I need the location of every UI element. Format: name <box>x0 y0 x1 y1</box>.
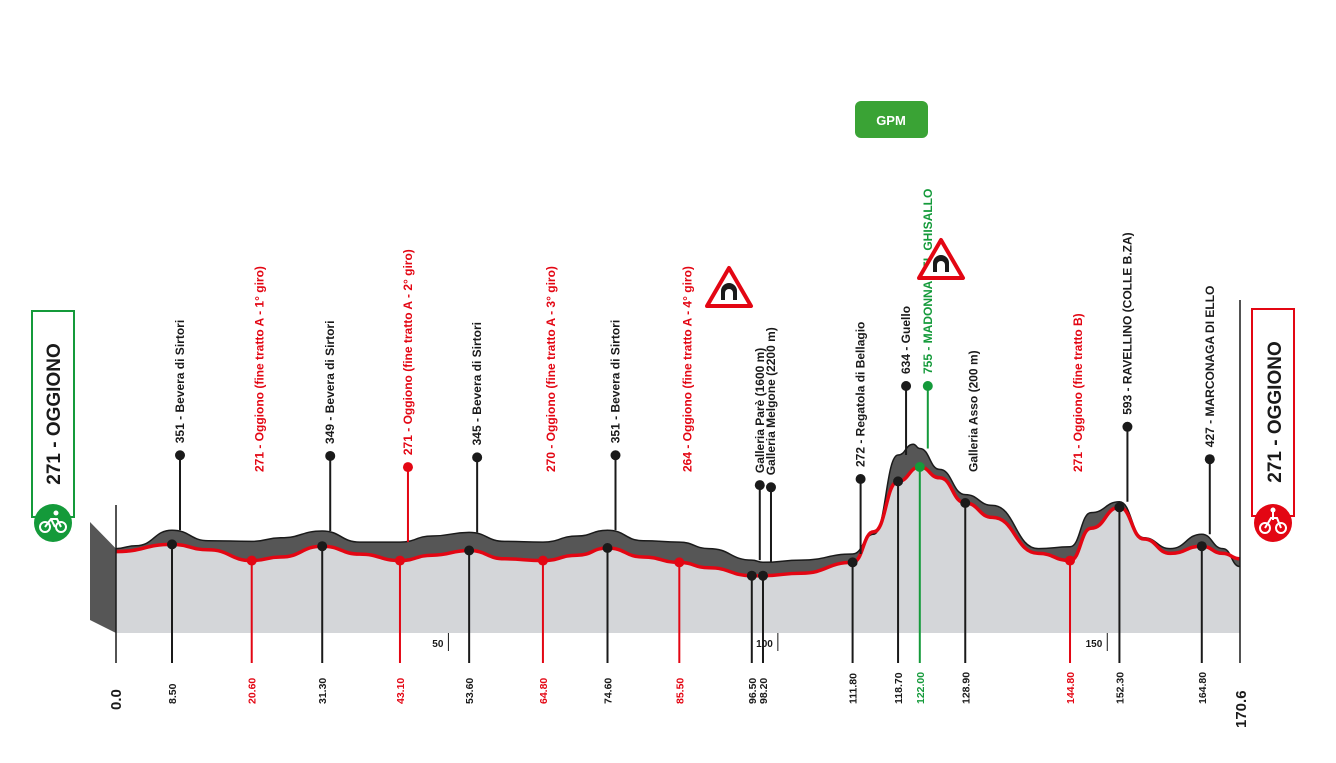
waypoint-km: 74.60 <box>603 678 615 704</box>
waypoint-dot <box>1065 555 1076 566</box>
waypoint-km: 144.80 <box>1065 672 1077 704</box>
waypoint-dot <box>746 570 757 581</box>
waypoint-dot <box>847 557 858 568</box>
waypoint-km: 152.30 <box>1114 672 1126 704</box>
waypoint-label: Galleria Melgone (2200 m) <box>764 327 778 475</box>
waypoint-dot <box>1196 541 1207 552</box>
waypoint-label: Galleria Parè (1600 m) <box>753 348 767 473</box>
waypoint: 351 - Bevera di Sirtori 8.50 <box>167 320 187 704</box>
finish-title: 271 - OGGIONO <box>1265 341 1286 482</box>
waypoint-label: 351 - Bevera di Sirtori <box>609 320 623 443</box>
start-box: 271 - OGGIONO <box>31 310 75 542</box>
waypoint: 270 - Oggiono (fine tratto A - 3° giro) 6… <box>537 266 558 704</box>
waypoint-marker-dot <box>765 482 776 493</box>
waypoint-dot <box>317 541 328 552</box>
tunnel-warning-icon <box>917 238 965 280</box>
profile-lower-area <box>116 467 1240 633</box>
waypoint-label: 351 - Bevera di Sirtori <box>173 320 187 443</box>
waypoint-km: 111.80 <box>848 673 860 704</box>
waypoint-label: 271 - Oggiono (fine tratto A - 1° giro) <box>253 266 267 472</box>
waypoint-km: 43.10 <box>395 678 407 704</box>
waypoint-dot <box>394 555 405 566</box>
profile-upper-line <box>115 443 1241 568</box>
waypoint-label: 755 - MADONNA DEL GHISALLO <box>921 189 935 374</box>
waypoint-km: 8.50 <box>167 683 179 704</box>
waypoint-km: 31.30 <box>317 678 329 704</box>
waypoint-label: 272 - Regatola di Bellagio <box>854 322 868 467</box>
waypoint-label: Galleria Asso (200 m) <box>966 350 980 472</box>
axis-tick-label: 50 <box>432 639 444 650</box>
waypoint: 427 - MARCONAGA DI ELLO 164.80 <box>1196 286 1217 704</box>
waypoint: 349 - Bevera di Sirtori 31.30 <box>317 321 337 704</box>
axis-tick-label: 100 <box>756 639 773 650</box>
waypoint-dot <box>914 462 925 472</box>
waypoint-label: 271 - Oggiono (fine tratto A - 2° giro) <box>401 249 415 455</box>
waypoint-marker-dot <box>901 381 912 391</box>
waypoint-label: 593 - RAVELLINO (COLLE B.ZA) <box>1120 232 1134 414</box>
waypoint: Galleria Asso (200 m) 128.90 <box>960 350 980 704</box>
waypoint: 264 - Oggiono (fine tratto A - 4° giro) 8… <box>674 266 694 704</box>
waypoint-marker-dot <box>1122 421 1133 432</box>
waypoint-marker-dot <box>402 462 413 473</box>
waypoint-km: 96.50 <box>747 678 759 704</box>
waypoint-km: 85.50 <box>674 678 686 704</box>
waypoint-marker-dot <box>472 452 483 463</box>
waypoint-dot <box>537 555 548 566</box>
waypoint-km: 164.80 <box>1197 672 1209 704</box>
waypoint-dot <box>167 539 178 550</box>
waypoint: 634 - Guello 118.70 <box>893 306 913 704</box>
start-title: 271 - OGGIONO <box>44 343 65 484</box>
profile-upper-area <box>90 444 1240 633</box>
waypoint-label: 349 - Bevera di Sirtori <box>323 321 337 444</box>
waypoint: 593 - RAVELLINO (COLLE B.ZA) 152.30 <box>1114 232 1134 704</box>
waypoint-marker-dot <box>175 450 186 461</box>
waypoint-km: 118.70 <box>893 672 905 704</box>
waypoint-dot <box>246 555 257 566</box>
waypoint-dot <box>464 545 475 556</box>
waypoint-km: 122.00 <box>915 672 927 704</box>
waypoint-label: 271 - Oggiono (fine tratto B) <box>1071 313 1085 472</box>
waypoint-km: 20.60 <box>247 678 259 704</box>
waypoint-marker-dot <box>754 480 765 491</box>
waypoint-dot <box>757 570 768 581</box>
waypoint: 272 - Regatola di Bellagio 111.80 <box>847 322 868 704</box>
gpm-badge: GPM <box>855 101 928 138</box>
waypoint: 271 - Oggiono (fine tratto B) 144.80 <box>1065 313 1085 704</box>
waypoint-dot <box>960 498 971 508</box>
waypoint-marker-dot <box>1204 454 1215 465</box>
waypoint-label: 270 - Oggiono (fine tratto A - 3° giro) <box>544 266 558 472</box>
waypoints: 351 - Bevera di Sirtori 8.50 271 - Oggiono… <box>167 189 1217 704</box>
waypoint-km: 64.80 <box>538 678 550 704</box>
waypoint: 271 - Oggiono (fine tratto A - 1° giro) 2… <box>246 266 267 704</box>
waypoint-dot <box>674 557 685 568</box>
waypoint-label: 264 - Oggiono (fine tratto A - 4° giro) <box>680 266 694 472</box>
start-km: 0.0 <box>108 689 125 710</box>
waypoint-label: 427 - MARCONAGA DI ELLO <box>1203 286 1217 448</box>
waypoint-km: 53.60 <box>464 678 476 704</box>
axis-tick-label: 150 <box>1086 639 1103 650</box>
waypoint-marker-dot <box>855 474 866 484</box>
waypoint: 755 - MADONNA DEL GHISALLO 122.00 <box>914 189 935 704</box>
distance-axis: 50 100 150 <box>432 633 1108 651</box>
finish-km: 170.6 <box>1233 690 1250 728</box>
waypoint-label: 634 - Guello <box>899 306 913 374</box>
waypoint: 345 - Bevera di Sirtori 53.60 <box>464 322 484 704</box>
tunnel-warning-icon <box>705 266 753 308</box>
svg-text:GPM: GPM <box>876 113 906 128</box>
waypoint-km: 98.20 <box>758 678 770 704</box>
waypoint: 271 - Oggiono (fine tratto A - 2° giro) 4… <box>394 249 415 704</box>
waypoint: 351 - Bevera di Sirtori 74.60 <box>602 320 623 704</box>
waypoint-label: 345 - Bevera di Sirtori <box>470 322 484 445</box>
waypoint-marker-dot <box>922 381 933 391</box>
waypoint: Galleria Parè (1600 m) 96.50 <box>746 348 767 704</box>
waypoint-dot <box>1114 502 1125 513</box>
waypoint-dot <box>602 543 613 553</box>
waypoint-marker-dot <box>610 450 621 461</box>
waypoint-dot <box>893 476 904 487</box>
waypoint-marker-dot <box>325 450 336 461</box>
finish-box: 271 - OGGIONO <box>1251 308 1295 542</box>
waypoint-km: 128.90 <box>960 672 972 704</box>
waypoint: Galleria Melgone (2200 m) 98.20 <box>757 327 778 704</box>
